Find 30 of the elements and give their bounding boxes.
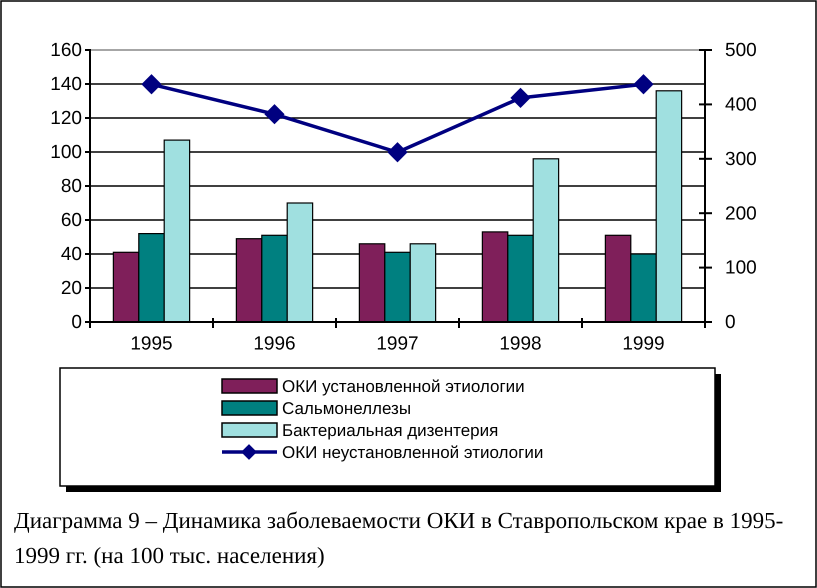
x-tick-label: 1996 — [253, 333, 296, 354]
y-tick-label: 160 — [50, 40, 82, 62]
y2-tick-label: 200 — [725, 203, 757, 224]
y-tick-label: 60 — [60, 210, 82, 232]
point — [510, 88, 531, 108]
y-tick-label: 140 — [50, 74, 82, 96]
y-tick-label: 100 — [50, 142, 82, 164]
y2-tick-label: 300 — [725, 148, 757, 170]
y-tick-label: 120 — [50, 108, 82, 130]
x-tick-label: 1995 — [130, 333, 173, 354]
x-tick-label: 1999 — [622, 333, 665, 354]
y-tick-label: 0 — [71, 312, 82, 334]
point — [633, 74, 654, 94]
legend-label: ОКИ неустановленной этиологии — [282, 443, 544, 462]
x-tick-label: 1998 — [499, 333, 542, 354]
y2-tick-label: 400 — [725, 94, 757, 116]
point — [264, 104, 285, 124]
text: Диаграмма 9 – Динамика заболеваемости ОКИ в Ставропольском крае в 1995-1999 гг. (на 100 тыс. населения) — [14, 507, 784, 570]
legend-label: ОКИ установленной этиологии — [282, 377, 525, 396]
y-tick-label: 80 — [60, 176, 82, 198]
point — [141, 74, 162, 94]
y-tick-label: 20 — [60, 278, 82, 300]
legend-label: Бактериальная дизентерия — [282, 421, 498, 440]
x-tick-label: 1997 — [376, 333, 419, 354]
point — [387, 142, 408, 162]
y2-tick-label: 500 — [725, 40, 757, 62]
y2-tick-label: 0 — [725, 312, 736, 334]
y2-tick-label: 100 — [725, 258, 757, 279]
y-tick-label: 40 — [60, 244, 82, 266]
legend-label: Сальмонеллезы — [282, 399, 412, 418]
